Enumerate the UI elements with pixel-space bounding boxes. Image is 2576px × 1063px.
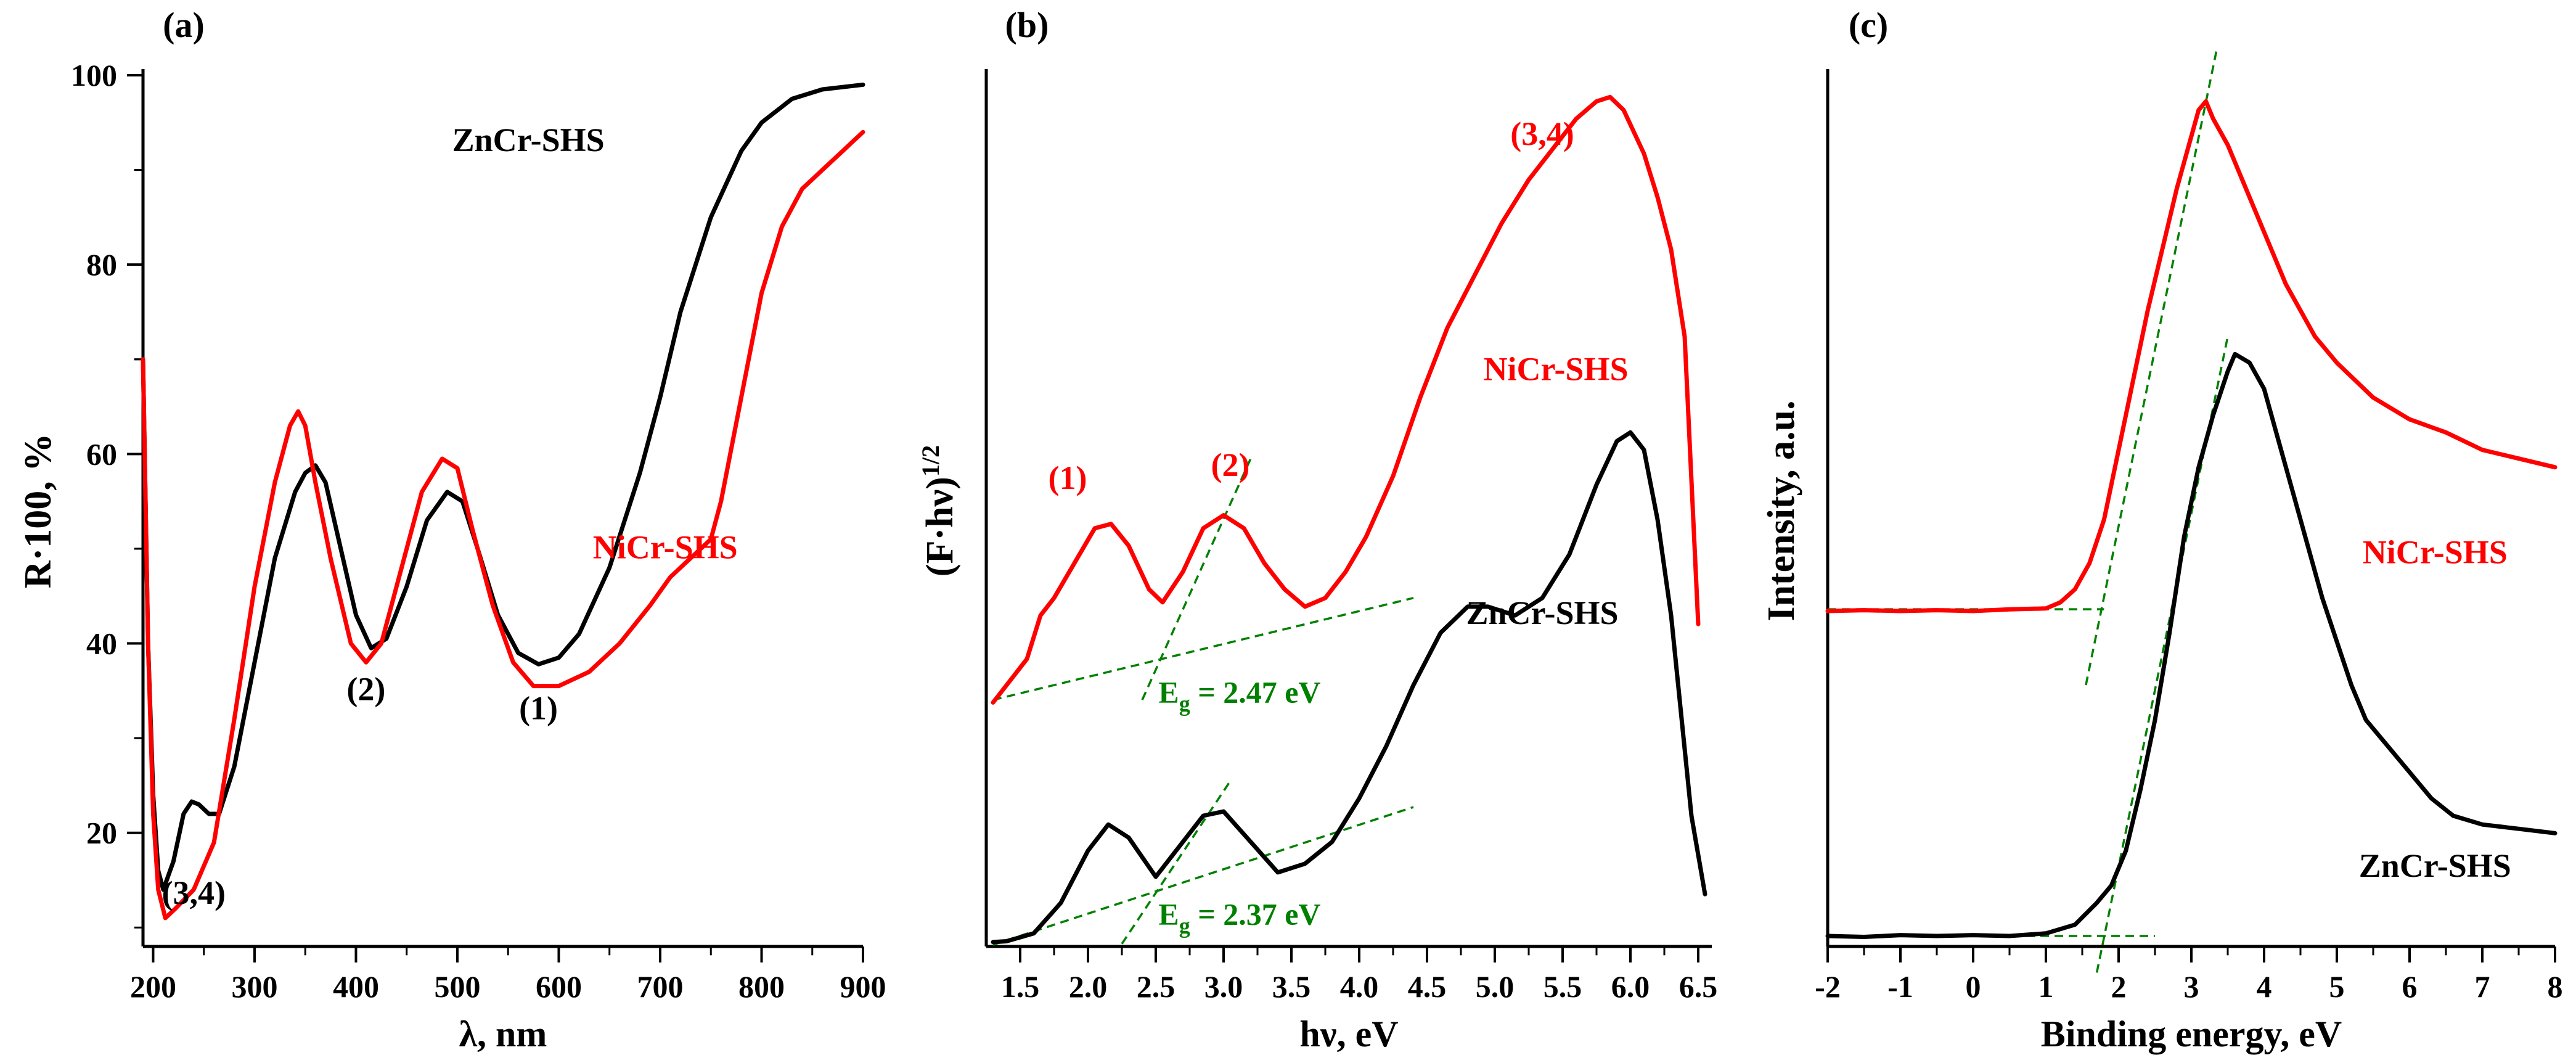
x-tick-label: 700 <box>637 969 683 1004</box>
x-tick-label: 400 <box>333 969 379 1004</box>
x-tick-label: 2.0 <box>1069 969 1108 1004</box>
x-tick-label: 7 <box>2475 969 2490 1004</box>
band-gap-symbol: E <box>1158 675 1179 709</box>
panel-a: (a) 200 300 400 500 600 700 800 900 20 40 60 80 100 λ,… <box>17 5 886 1054</box>
x-tick-label: 3.0 <box>1204 969 1243 1004</box>
panel-b: (b) 1.5 2.0 2.5 3.0 3.5 4.0 4.5 5.0 5.5 6.0 6.5 hν, … <box>917 5 1717 1054</box>
x-tick-label: 3.5 <box>1272 969 1311 1004</box>
x-tick-label: 4.0 <box>1340 969 1379 1004</box>
band-gap-value: = 2.37 eV <box>1190 897 1321 932</box>
tangent-line <box>992 806 1414 946</box>
band-gap-subscript: g <box>1179 691 1190 716</box>
x-tick-label: 3 <box>2184 969 2199 1004</box>
annotation-label: ZnCr-SHS <box>2359 847 2511 884</box>
x-tick-label: 2.5 <box>1137 969 1176 1004</box>
x-tick-label: 200 <box>130 969 176 1004</box>
tangent-line <box>2085 49 2218 686</box>
y-axis-label: R·100, % <box>17 433 59 588</box>
x-tick-label: 6.5 <box>1679 969 1718 1004</box>
x-tick-label: 300 <box>231 969 277 1004</box>
x-tick-label: 800 <box>738 969 785 1004</box>
panel-title: (b) <box>1005 5 1049 45</box>
band-gap-label: Eg = 2.37 eV <box>1158 897 1320 938</box>
x-axis-label: hν, eV <box>1299 1014 1398 1054</box>
y-axis-label: Intensity, a.u. <box>1760 400 1802 621</box>
series-line-zncr-shs <box>1825 351 2558 939</box>
x-tick-label: 5.5 <box>1544 969 1582 1004</box>
y-tick-label: 40 <box>86 626 117 661</box>
x-axis-label: Binding energy, eV <box>2041 1014 2342 1054</box>
y-axis-label: (F·hν)1/2 <box>917 445 961 577</box>
band-gap-symbol: E <box>1158 897 1179 932</box>
series-line-zncr-shs <box>991 430 1707 945</box>
series-line-zncr-shs <box>141 82 865 892</box>
x-tick-label: 1.5 <box>1001 969 1040 1004</box>
annotation-label: NiCr-SHS <box>2363 533 2508 570</box>
x-tick-label: 600 <box>536 969 582 1004</box>
band-gap-value: = 2.47 eV <box>1190 675 1321 709</box>
x-tick-label: 6.0 <box>1611 969 1650 1004</box>
panel-title: (a) <box>163 5 205 45</box>
tangent-line <box>992 597 1414 701</box>
x-tick-label: -1 <box>1887 969 1913 1004</box>
annotation-label: NiCr-SHS <box>1483 351 1628 388</box>
y-tick-label: 100 <box>71 58 117 92</box>
x-tick-label: 900 <box>840 969 886 1004</box>
x-tick-label: 6 <box>2402 969 2418 1004</box>
series-line-nicr-shs <box>141 129 865 921</box>
annotation-label: ZnCr-SHS <box>1466 594 1618 631</box>
x-tick-label: 5 <box>2329 969 2345 1004</box>
annotation-label: (3,4) <box>162 874 226 911</box>
y-tick-label: 80 <box>86 247 117 282</box>
annotation-label: ZnCr-SHS <box>452 121 605 158</box>
tangent-line <box>1141 458 1252 700</box>
x-tick-label: 4.5 <box>1408 969 1447 1004</box>
tangent-line <box>1121 780 1232 945</box>
y-axis-label-superscript: 1/2 <box>917 445 944 477</box>
series-line-nicr-shs <box>991 94 1701 705</box>
x-tick-label: -2 <box>1815 969 1841 1004</box>
x-axis-label: λ, nm <box>459 1014 547 1054</box>
panel-c: (c) -2 -1 0 1 2 3 4 5 6 7 8 Binding energy, eV Intens… <box>1760 5 2563 1054</box>
x-tick-label: 8 <box>2548 969 2563 1004</box>
x-tick-label: 2 <box>2111 969 2127 1004</box>
band-gap-subscript: g <box>1179 914 1190 938</box>
y-tick-label: 60 <box>86 437 117 471</box>
annotation-label: (3,4) <box>1510 115 1574 152</box>
band-gap-label: Eg = 2.47 eV <box>1158 675 1320 716</box>
y-tick-label: 20 <box>86 816 117 850</box>
annotation-label: (2) <box>1211 446 1250 483</box>
x-tick-label: 4 <box>2257 969 2272 1004</box>
panel-title: (c) <box>1849 5 1888 45</box>
annotation-label: NiCr-SHS <box>593 528 738 565</box>
annotation-label: (1) <box>519 689 558 726</box>
x-tick-label: 1 <box>2038 969 2054 1004</box>
annotation-label: (1) <box>1049 459 1087 496</box>
x-tick-label: 500 <box>434 969 480 1004</box>
x-tick-label: 5.0 <box>1476 969 1515 1004</box>
series-line-nicr-shs <box>1825 99 2558 614</box>
annotation-label: (2) <box>346 671 385 708</box>
x-tick-label: 0 <box>1966 969 1981 1004</box>
